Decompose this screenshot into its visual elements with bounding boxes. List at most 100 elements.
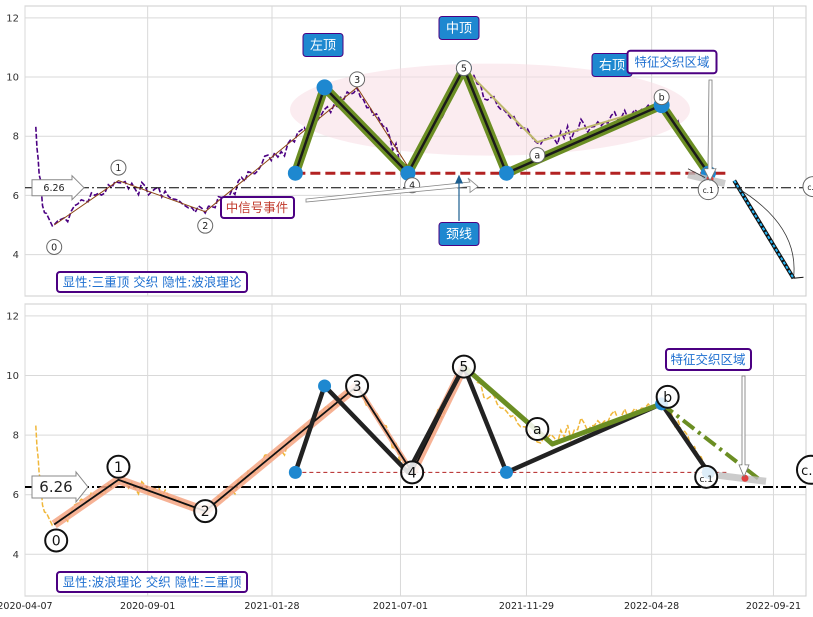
- y-tick-label: 10: [6, 73, 19, 84]
- x-tick-label: 2021-07-01: [373, 601, 428, 612]
- red-point: [741, 474, 749, 482]
- label-zone-box: [665, 348, 752, 371]
- wave-label: 2: [201, 504, 210, 520]
- pattern-point: [498, 165, 514, 181]
- legend-box: [56, 571, 248, 593]
- legend-box: [56, 271, 248, 293]
- wave-label: a: [534, 151, 540, 162]
- wave-label: b: [659, 93, 665, 104]
- label-neckline: 颈线: [446, 228, 472, 243]
- pattern-point: [318, 379, 332, 393]
- wave-label-circle: [400, 460, 425, 485]
- label-zone-box: [626, 49, 718, 75]
- y-tick-label: 6: [13, 191, 19, 202]
- label-left-top-box: [302, 33, 344, 57]
- label-neckline-box: [438, 222, 480, 246]
- wave-label: 3: [353, 379, 362, 395]
- label-left-top: 左顶: [310, 39, 336, 54]
- wave-label: 1: [115, 163, 121, 174]
- hline-arrow: [31, 470, 89, 504]
- label-mid-top: 中顶: [446, 22, 472, 37]
- y-tick-label: 8: [13, 132, 19, 143]
- wave-label: c.1: [703, 186, 715, 195]
- wave-label-circle: [106, 454, 131, 479]
- wave-label: 4: [409, 181, 415, 192]
- pattern-point: [288, 465, 302, 479]
- wave-ab: [462, 364, 663, 447]
- pattern-point: [400, 165, 416, 181]
- wave-label: a: [533, 422, 542, 438]
- wave-label: 0: [52, 533, 61, 549]
- pattern-point: [499, 465, 513, 479]
- wave-line: [53, 366, 465, 526]
- wave-label-circle: [694, 464, 719, 489]
- down-tick: [793, 276, 804, 279]
- price-series: [35, 65, 715, 227]
- x-tick-label: 2020-09-01: [120, 601, 175, 612]
- hline-arrow: [31, 174, 85, 201]
- wave-label-circle: [197, 217, 214, 234]
- wave-label: 0: [51, 242, 57, 253]
- plot-frame: [24, 303, 807, 597]
- wave-label-circle: [110, 159, 127, 176]
- down-projection: [733, 180, 795, 279]
- pattern-point: [287, 165, 303, 181]
- wave-label-circle: [455, 60, 472, 77]
- zone-arrow: [738, 375, 750, 478]
- neck-arrow-head: [455, 174, 463, 184]
- zone-arrow: [703, 79, 717, 182]
- wave-label-circle: [345, 373, 370, 398]
- wave-label: c.2: [807, 183, 813, 192]
- label-zone: 特征交织区域: [670, 352, 745, 367]
- zone-connector: [687, 168, 706, 178]
- wave-label: 2: [202, 221, 208, 232]
- wave-label: c.1: [699, 475, 713, 485]
- label-zone: 特征交织区域: [634, 55, 709, 70]
- wave-label-circle: [44, 528, 69, 553]
- wave-label: b: [663, 390, 672, 406]
- wave-label-circle: [451, 354, 476, 379]
- arc-line: [734, 186, 795, 279]
- wave-label-circle: [795, 454, 813, 485]
- wave-label: 5: [461, 64, 467, 75]
- label-signal: 中信号事件: [226, 200, 289, 215]
- label-right-top: 右顶: [599, 59, 625, 74]
- wave-label-circle: [349, 71, 366, 88]
- wave-c-dash: [660, 402, 762, 482]
- wave-label: 5: [459, 360, 468, 376]
- legend-text: 显性:波浪理论 交织 隐性:三重顶: [63, 575, 242, 590]
- x-tick-label: 2022-09-21: [746, 601, 801, 612]
- y-tick-label: 12: [6, 13, 19, 24]
- top-panel: 46810126.26012345abc.1c.2左顶中顶右顶颈线特征交织区域中…: [6, 5, 813, 297]
- x-tick-label: 2021-01-28: [244, 601, 299, 612]
- wave-label-circle: [525, 417, 550, 442]
- legend-text: 显性:三重顶 交织 隐性:波浪理论: [63, 275, 242, 290]
- y-tick-label: 4: [13, 550, 19, 561]
- y-tick-label: 6: [13, 490, 19, 501]
- wave-label-circle: [529, 147, 546, 164]
- label-mid-top-box: [438, 16, 480, 40]
- wave-label-circle: [193, 499, 218, 524]
- y-tick-label: 8: [13, 431, 19, 442]
- signal-arrow: [305, 177, 479, 203]
- hline-label: 6.26: [39, 478, 72, 496]
- x-tick-label: 2020-04-07: [0, 601, 53, 612]
- y-tick-label: 10: [6, 371, 19, 382]
- wave-label-circle: [655, 384, 680, 409]
- wave-label: 4: [408, 465, 417, 481]
- x-tick-label: 2021-11-29: [499, 601, 554, 612]
- y-tick-label: 4: [13, 250, 19, 261]
- y-tick-label: 12: [6, 311, 19, 322]
- wave-line-ab: [463, 67, 662, 144]
- x-tick-label: 2022-04-28: [624, 601, 679, 612]
- label-signal-box: [220, 196, 295, 219]
- wave-label-circle: [46, 238, 63, 255]
- hline-label: 6.26: [43, 183, 64, 194]
- x-axis: 2020-04-07 2020-09-01 2021-01-28 2021-07-01…: [0, 601, 801, 612]
- wave-label: 1: [114, 460, 123, 476]
- wave-label-circle: [697, 179, 719, 201]
- wave-label: c.2: [801, 464, 813, 479]
- pattern-point: [316, 79, 333, 96]
